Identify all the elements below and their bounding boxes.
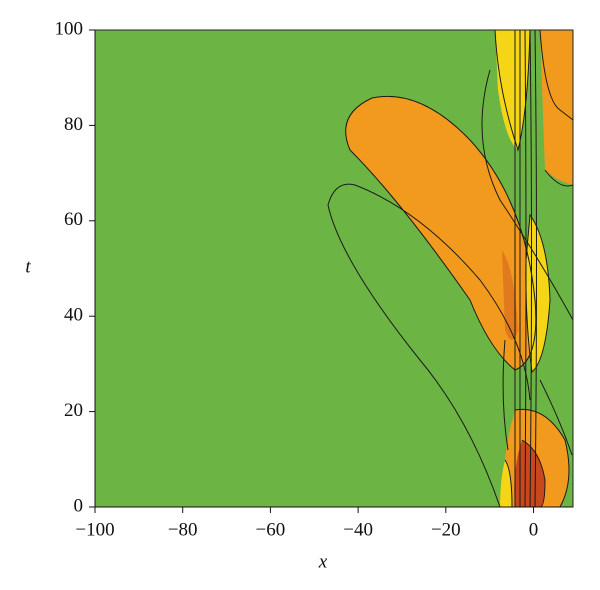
- x-tick-label: −80: [168, 519, 198, 540]
- y-tick-label: 40: [64, 305, 83, 326]
- x-tick-label: −100: [75, 519, 114, 540]
- y-tick-label: 20: [64, 400, 83, 421]
- y-tick-label: 100: [55, 18, 84, 39]
- x-tick-label: 0: [529, 519, 539, 540]
- y-tick-label: 60: [64, 209, 83, 230]
- y-tick-label: 80: [64, 114, 83, 135]
- y-tick-label: 0: [74, 495, 84, 516]
- contour-field: [95, 30, 573, 507]
- x-tick-label: −20: [431, 519, 461, 540]
- y-axis-label: t: [25, 256, 31, 277]
- x-tick-label: −40: [343, 519, 373, 540]
- x-tick-label: −60: [256, 519, 286, 540]
- x-axis-label: x: [318, 551, 328, 572]
